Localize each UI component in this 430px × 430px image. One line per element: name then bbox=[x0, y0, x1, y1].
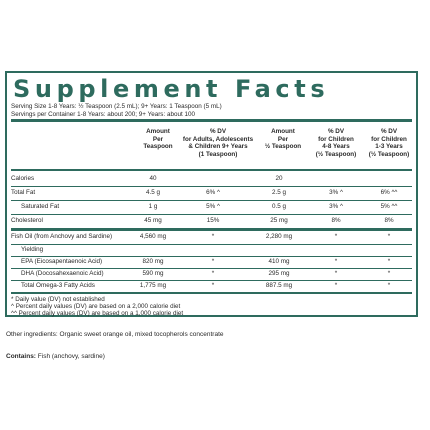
row-omega3-name: Total Omega-3 Fatty Acids bbox=[21, 281, 95, 289]
row-saturated-fat-amount: 1 g bbox=[148, 202, 158, 210]
header-dv-adults: % DV for Adults, Adolescents & Children … bbox=[182, 128, 254, 158]
header-dv-1-3: % DV for Children 1-3 Years (½ Teaspoon) bbox=[368, 128, 410, 158]
row-omega3-dv-4-8: * bbox=[334, 281, 338, 289]
row-total-fat-dv-4-8: 3% ^ bbox=[329, 188, 343, 196]
row-dha-dv-4-8: * bbox=[334, 269, 338, 277]
contains-label: Contains: bbox=[6, 353, 36, 360]
row-epa-dv-4-8: * bbox=[334, 257, 338, 265]
row-epa-dv-adults: * bbox=[211, 257, 215, 265]
row-dha-amount-half: 295 mg bbox=[268, 269, 290, 277]
header-amount-half-teaspoon: Amount Per ½ Teaspoon bbox=[264, 128, 302, 151]
row-omega3-dv-1-3: * bbox=[387, 281, 391, 289]
row-epa-name: EPA (Eicosapentaenoic Acid) bbox=[21, 257, 103, 265]
row-calories-amount-half: 20 bbox=[275, 174, 283, 182]
row-dha-name: DHA (Docosahexaenoic Acid) bbox=[21, 269, 104, 277]
row-saturated-fat-dv-4-8: 3% ^ bbox=[329, 202, 343, 210]
row-dha-dv-1-3: * bbox=[387, 269, 391, 277]
row-epa-amount-half: 410 mg bbox=[268, 257, 290, 265]
row-fish-oil-dv-1-3: * bbox=[387, 232, 391, 240]
row-saturated-fat-name: Saturated Fat bbox=[21, 202, 60, 210]
header-amount-teaspoon: Amount Per Teaspoon bbox=[143, 128, 173, 151]
other-ingredients: Other ingredients: Organic sweet orange … bbox=[6, 331, 224, 338]
row-cholesterol-amount: 45 mg bbox=[144, 216, 162, 224]
row-fish-oil-dv-adults: * bbox=[211, 232, 215, 240]
row-saturated-fat-amount-half: 0.5 g bbox=[271, 202, 287, 210]
row-fish-oil-amount-half: 2,280 mg bbox=[265, 232, 293, 240]
row-epa-amount: 820 mg bbox=[142, 257, 164, 265]
contains-line: Contains: Fish (anchovy, sardine) bbox=[6, 353, 105, 360]
row-calories-name: Calories bbox=[11, 174, 35, 182]
row-saturated-fat-dv-adults: 5% ^ bbox=[206, 202, 220, 210]
row-dha-dv-adults: * bbox=[211, 269, 215, 277]
header-rule bbox=[11, 119, 412, 122]
row-fish-oil-dv-4-8: * bbox=[334, 232, 338, 240]
row-omega3-amount: 1,775 mg bbox=[139, 281, 167, 289]
columns-rule bbox=[11, 169, 412, 171]
row-total-fat-dv-1-3: 6% ^^ bbox=[380, 188, 398, 196]
serving-size: Serving Size 1-8 Years: ½ Teaspoon (2.5 … bbox=[11, 103, 222, 110]
row-cholesterol-name: Cholesterol bbox=[11, 216, 43, 224]
contains-value: Fish (anchovy, sardine) bbox=[35, 353, 105, 360]
footnote-rule bbox=[11, 292, 412, 294]
supplement-facts-panel: Supplement Facts Serving Size 1-8 Years:… bbox=[5, 71, 418, 317]
row-cholesterol-dv-1-3: 8% bbox=[384, 216, 394, 224]
header-dv-4-8: % DV for Children 4-8 Years (½ Teaspoon) bbox=[315, 128, 357, 158]
row-fish-oil-name: Fish Oil (from Anchovy and Sardine) bbox=[11, 232, 113, 240]
row-saturated-fat-dv-1-3: 5% ^^ bbox=[380, 202, 398, 210]
row-cholesterol-dv-adults: 15% bbox=[206, 216, 220, 224]
row-cholesterol-dv-4-8: 8% bbox=[331, 216, 341, 224]
row-omega3-dv-adults: * bbox=[211, 281, 215, 289]
footnote-3: ^^ Percent daily values (DV) are based o… bbox=[11, 310, 184, 317]
row-total-fat-dv-adults: 6% ^ bbox=[206, 188, 220, 196]
row-total-fat-amount: 4.5 g bbox=[145, 188, 161, 196]
row-dha-amount: 590 mg bbox=[142, 269, 164, 277]
row-cholesterol-amount-half: 25 mg bbox=[270, 216, 288, 224]
row-omega3-amount-half: 887.5 mg bbox=[265, 281, 293, 289]
row-total-fat-name: Total Fat bbox=[11, 188, 36, 196]
row-calories-amount: 40 bbox=[149, 174, 157, 182]
panel-title: Supplement Facts bbox=[13, 75, 330, 103]
footnote-2: ^ Percent daily values (DV) are based on… bbox=[11, 303, 181, 310]
servings-per-container: Servings per Container 1-8 Years: about … bbox=[11, 110, 195, 118]
row-epa-dv-1-3: * bbox=[387, 257, 391, 265]
footnote-1: * Daily value (DV) not established bbox=[11, 296, 105, 303]
row-yielding-name: Yielding bbox=[21, 245, 44, 253]
row-fish-oil-amount: 4,560 mg bbox=[139, 232, 167, 240]
row-total-fat-amount-half: 2.5 g bbox=[271, 188, 287, 196]
